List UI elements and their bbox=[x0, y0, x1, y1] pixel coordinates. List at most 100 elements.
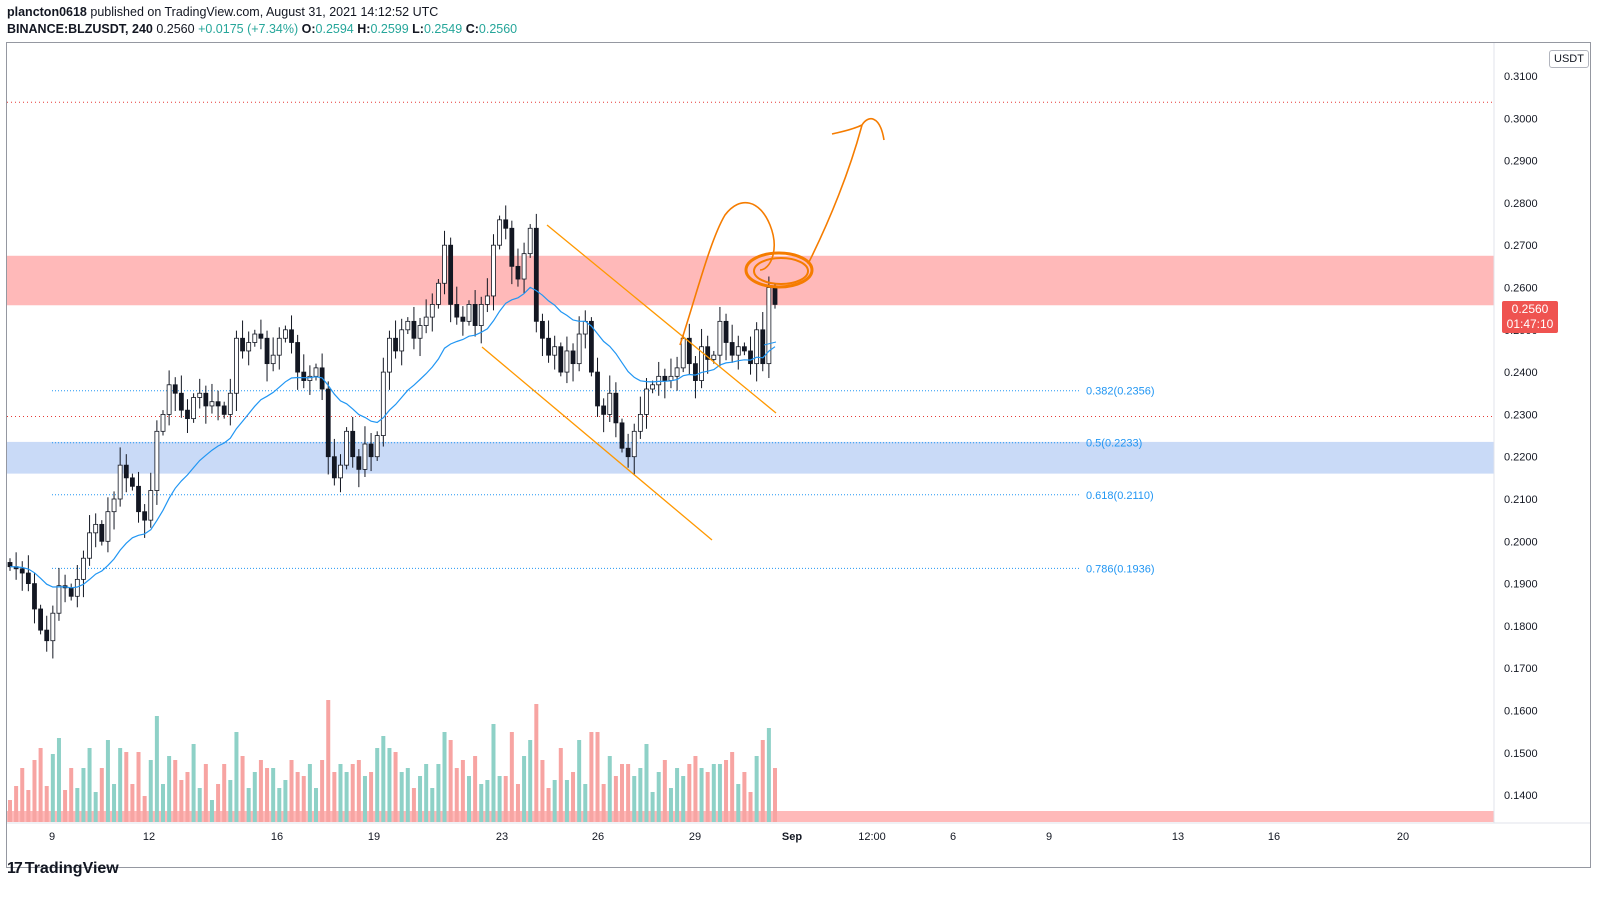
author[interactable]: plancton0618 bbox=[7, 5, 87, 19]
close-value: 0.2560 bbox=[478, 22, 518, 36]
price-axis-label: 0.1400 bbox=[1504, 790, 1538, 802]
date-axis-label: 29 bbox=[689, 831, 701, 843]
candle-body bbox=[240, 337, 245, 352]
last-price-tag: 0.2560 01:47:10 bbox=[1502, 301, 1558, 333]
candle-body bbox=[460, 316, 466, 322]
low-label: L: bbox=[412, 22, 424, 36]
candle-body bbox=[607, 392, 613, 415]
candle-body bbox=[631, 430, 637, 458]
volume-bar bbox=[613, 776, 618, 822]
volume-bar bbox=[405, 768, 410, 822]
candle-body bbox=[674, 367, 680, 377]
candle-body bbox=[276, 337, 282, 356]
candle-body bbox=[570, 350, 576, 365]
price-axis-label: 0.2800 bbox=[1504, 198, 1538, 210]
volume-bar bbox=[626, 764, 631, 822]
candle-body bbox=[185, 409, 190, 420]
date-axis-label: 19 bbox=[368, 831, 380, 843]
candle-body bbox=[105, 511, 111, 542]
volume-bar bbox=[197, 788, 202, 822]
breakout-circle-inner bbox=[753, 257, 809, 285]
volume-bar bbox=[564, 780, 569, 822]
price-axis-label: 0.2300 bbox=[1504, 409, 1538, 421]
low-value: 0.2549 bbox=[423, 22, 463, 36]
candle-body bbox=[699, 346, 704, 381]
candle-body bbox=[313, 367, 319, 377]
volume-bar bbox=[442, 732, 447, 822]
volume-bar bbox=[222, 764, 227, 822]
volume-bar bbox=[662, 760, 667, 822]
volume-bar bbox=[699, 768, 704, 822]
published-text: published on TradingView.com, August 31,… bbox=[90, 5, 439, 19]
currency-button[interactable]: USDT bbox=[1549, 50, 1589, 68]
volume-bar bbox=[314, 788, 318, 822]
date-axis-label: 9 bbox=[49, 831, 55, 843]
volume-bar bbox=[760, 740, 765, 822]
volume-bar bbox=[632, 776, 637, 822]
close-label: C: bbox=[465, 22, 479, 36]
volume-bar bbox=[50, 754, 55, 822]
volume-bar bbox=[730, 752, 735, 822]
volume-bar bbox=[75, 788, 80, 822]
volume-bar bbox=[430, 788, 435, 822]
fib-level-label: 0.786(0.1936) bbox=[1086, 563, 1155, 575]
volume-bar bbox=[185, 772, 190, 822]
volume-bar bbox=[558, 748, 563, 822]
candle-body bbox=[772, 287, 778, 305]
volume-bar bbox=[644, 744, 649, 822]
candle-body bbox=[123, 464, 129, 479]
candle-body bbox=[252, 333, 258, 343]
volume-bar bbox=[173, 760, 178, 822]
volume-bar bbox=[252, 772, 257, 822]
volume-bar bbox=[766, 728, 771, 822]
candle-body bbox=[111, 498, 117, 513]
volume-bar bbox=[467, 776, 471, 822]
volume-bar bbox=[87, 748, 92, 822]
price-axis-label: 0.2600 bbox=[1504, 283, 1538, 295]
tradingview-logo[interactable]: 17 TradingView bbox=[7, 860, 119, 878]
date-axis-label: 20 bbox=[1397, 831, 1409, 843]
volume-bar bbox=[320, 760, 325, 822]
volume-bar bbox=[289, 760, 294, 822]
fib-level-label: 0.5(0.2233) bbox=[1086, 438, 1142, 450]
candle-body bbox=[686, 337, 692, 365]
candle-body bbox=[307, 375, 313, 381]
breakout-circle bbox=[744, 251, 814, 289]
tradingview-logo-icon: 17 bbox=[7, 860, 23, 877]
symbol[interactable]: BINANCE:BLZUSDT, 240 bbox=[7, 22, 153, 36]
candle-body bbox=[215, 401, 221, 407]
volume-bar bbox=[44, 786, 49, 822]
candle-body bbox=[595, 371, 600, 407]
candle-body bbox=[282, 329, 288, 339]
candle-body bbox=[264, 337, 270, 365]
price-axis-label: 0.1800 bbox=[1504, 621, 1538, 633]
candle-body bbox=[191, 397, 197, 420]
candle-body bbox=[350, 430, 356, 458]
volume-bar bbox=[773, 768, 777, 822]
volume-bar bbox=[424, 764, 429, 822]
candle-body bbox=[582, 320, 588, 335]
candle-body bbox=[601, 405, 607, 415]
candle-body bbox=[484, 295, 490, 305]
date-axis-label: 23 bbox=[496, 831, 508, 843]
candle-body bbox=[74, 578, 80, 597]
volume-bar bbox=[571, 772, 576, 822]
open-label: O: bbox=[301, 22, 316, 36]
candle-body bbox=[650, 384, 655, 390]
volume-bar bbox=[577, 740, 582, 822]
last-price-tag-value: 0.2560 bbox=[1511, 302, 1549, 316]
date-axis-label: 13 bbox=[1172, 831, 1184, 843]
volume-bar bbox=[436, 764, 441, 822]
volume-bar bbox=[522, 756, 527, 822]
candle-body bbox=[50, 612, 56, 642]
price-axis-label: 0.3100 bbox=[1504, 71, 1538, 83]
candle-body bbox=[760, 329, 766, 365]
candle-body bbox=[258, 333, 264, 339]
candle-body bbox=[246, 342, 252, 352]
candle-body bbox=[32, 583, 37, 610]
volume-bar bbox=[589, 732, 594, 822]
candle-body bbox=[301, 371, 307, 381]
candle-body bbox=[564, 350, 570, 373]
candle-body bbox=[466, 304, 472, 322]
